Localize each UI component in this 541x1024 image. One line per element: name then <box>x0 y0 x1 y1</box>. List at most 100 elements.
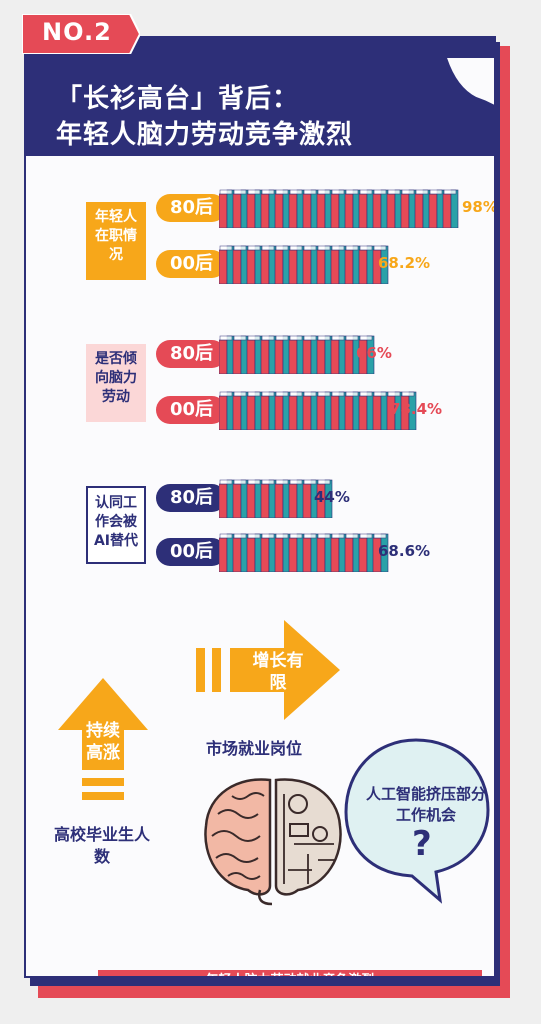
book-spine <box>219 391 235 430</box>
jobs-arrow-text: 增长有限 <box>252 651 304 693</box>
book-spine <box>344 245 361 284</box>
book-spine <box>219 533 235 572</box>
infographic-card: 「长衫高台」背后： 年轻人脑力劳动竞争激烈 年轻人在职情况 80后 98% 00… <box>24 36 496 978</box>
value-00s-ai: 68.6% <box>378 542 431 560</box>
brain-icon <box>204 778 342 906</box>
row-label-00s-ai: 00后 <box>156 538 226 566</box>
book-spine <box>358 245 375 284</box>
book-spine <box>330 245 347 284</box>
book-spine <box>232 533 249 572</box>
book-spine <box>330 391 347 430</box>
title-line-2: 年轻人脑力劳动竞争激烈 <box>56 120 354 150</box>
book-spine <box>274 335 291 374</box>
book-spine <box>344 533 361 572</box>
graduates-arrow-text: 持续高涨 <box>86 721 120 763</box>
book-spine <box>260 189 277 228</box>
book-spine <box>316 391 333 430</box>
book-spine <box>274 245 291 284</box>
book-spine <box>274 533 291 572</box>
ai-bubble-text: 人工智能挤压部分工作机会 <box>366 785 487 824</box>
book-spine <box>246 335 263 374</box>
book-spine <box>330 189 347 228</box>
footer-banner: 年轻人脑力劳动就业竞争激烈 <box>98 970 482 976</box>
books-bar-00s-mental <box>219 391 417 430</box>
book-spine <box>288 533 305 572</box>
book-spine <box>219 245 235 284</box>
right-arrow-icon <box>196 620 340 720</box>
book-spine <box>344 189 361 228</box>
book-spine <box>316 533 333 572</box>
book-spine <box>246 479 263 518</box>
books-bar-80s-mental <box>219 335 375 374</box>
badge-shape <box>22 14 140 54</box>
book-spine <box>260 391 277 430</box>
value-00s-mental: 78.4% <box>390 400 443 418</box>
book-spine <box>232 335 249 374</box>
book-spine <box>316 189 333 228</box>
book-spine <box>274 189 291 228</box>
book-spine <box>274 479 291 518</box>
book-spine <box>246 189 263 228</box>
header: 「长衫高台」背后： 年轻人脑力劳动竞争激烈 <box>26 38 494 156</box>
book-spine <box>260 479 277 518</box>
book-spine <box>400 189 417 228</box>
book-spine <box>372 533 389 572</box>
book-spine <box>358 391 375 430</box>
books-bar-00s-ai <box>219 533 389 572</box>
book-spine <box>246 533 263 572</box>
book-spine <box>316 335 333 374</box>
books-bar-80s-ai <box>219 479 333 518</box>
book-spine <box>302 391 319 430</box>
book-spine <box>330 335 347 374</box>
book-spine <box>316 479 333 518</box>
row-label-00s-mental: 00后 <box>156 396 226 424</box>
category-employment: 年轻人在职情况 <box>86 202 146 280</box>
book-spine <box>219 189 235 228</box>
book-spine <box>358 533 375 572</box>
jobs-label: 市场就业岗位 <box>205 739 302 758</box>
book-spine <box>302 245 319 284</box>
book-spine <box>232 189 249 228</box>
book-spine <box>232 245 249 284</box>
book-spine <box>232 479 249 518</box>
row-label-80s-employment: 80后 <box>156 194 226 222</box>
book-spine <box>288 335 305 374</box>
book-spine <box>372 391 389 430</box>
book-spine <box>372 189 389 228</box>
title-line-1: 「长衫高台」背后： <box>56 84 300 114</box>
book-spine <box>316 245 333 284</box>
book-spine <box>302 335 319 374</box>
book-spine <box>274 391 291 430</box>
row-label-80s-mental: 80后 <box>156 340 226 368</box>
value-80s-ai: 44% <box>314 488 350 506</box>
question-mark-icon: ? <box>412 824 432 864</box>
book-spine <box>246 391 263 430</box>
book-spine <box>246 245 263 284</box>
book-spine <box>219 479 235 518</box>
book-spine <box>302 533 319 572</box>
book-spine <box>260 245 277 284</box>
book-spine <box>386 189 403 228</box>
books-bar-00s-employment <box>219 245 389 284</box>
graduates-label: 高校毕业生人数 <box>54 825 151 866</box>
books-bar-80s-employment <box>219 189 459 228</box>
book-spine <box>232 391 249 430</box>
book-spine <box>219 335 235 374</box>
book-spine <box>358 335 375 374</box>
book-spine <box>428 189 445 228</box>
category-mental-labor: 是否倾向脑力劳动 <box>86 344 146 422</box>
category-ai-replace: 认同工作会被AI替代 <box>86 486 146 564</box>
page-curl-icon <box>446 58 494 107</box>
book-spine <box>288 245 305 284</box>
book-spine <box>414 189 431 228</box>
book-spine <box>288 391 305 430</box>
badge-label: NO.2 <box>42 18 112 46</box>
value-80s-employment: 98% <box>462 198 496 216</box>
book-spine <box>358 189 375 228</box>
book-spine <box>302 189 319 228</box>
book-spine <box>260 533 277 572</box>
book-spine <box>288 189 305 228</box>
book-spine <box>260 335 277 374</box>
value-00s-employment: 68.2% <box>378 254 431 272</box>
book-spine <box>372 245 389 284</box>
